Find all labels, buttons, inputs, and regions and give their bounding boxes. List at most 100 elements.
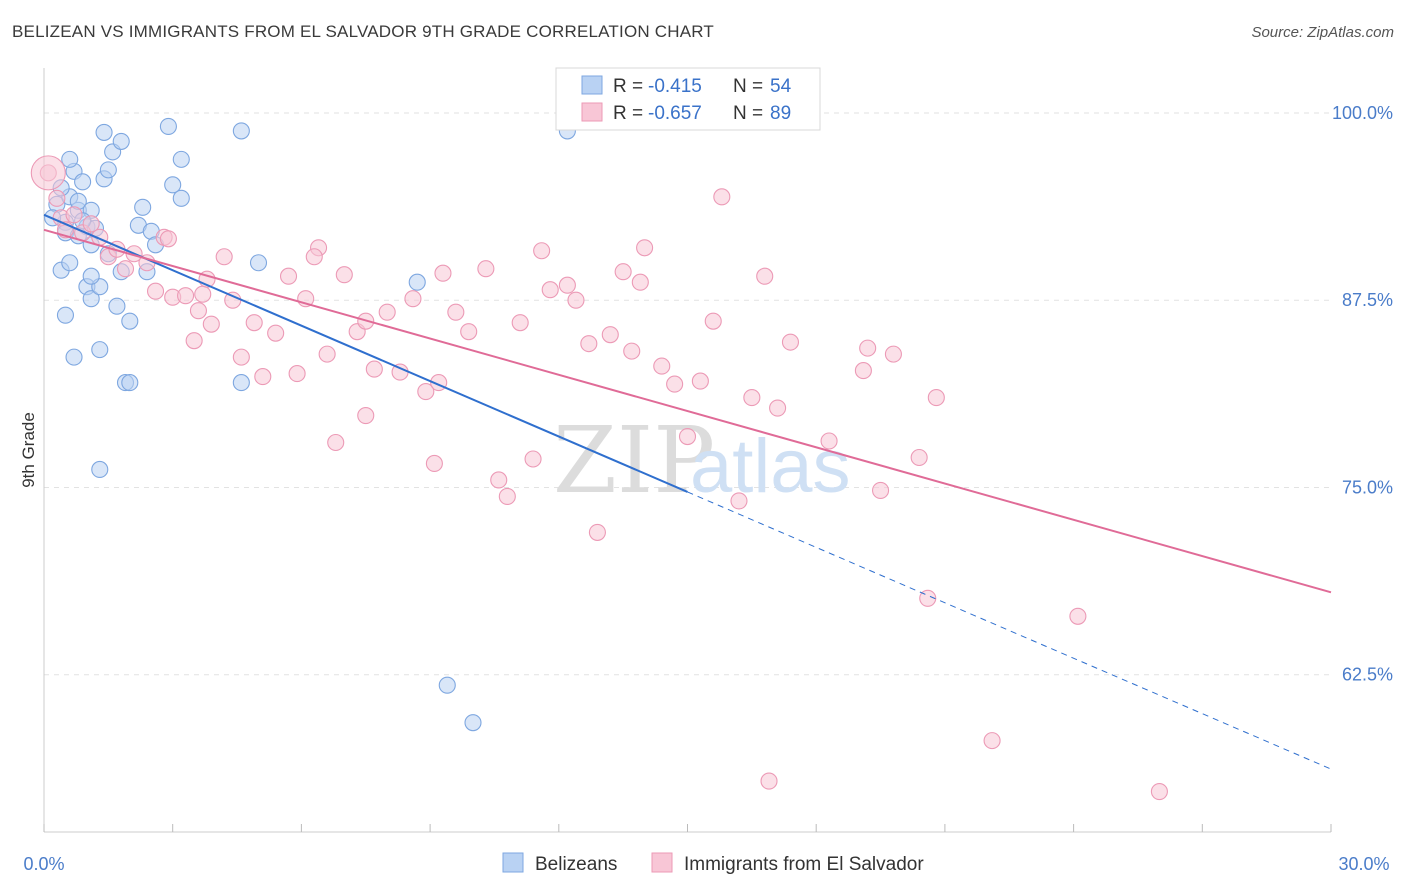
stats-r-value-2: -0.657 (648, 103, 702, 124)
el-salvador-point (588, 523, 606, 541)
el-salvador-point (245, 314, 263, 332)
el-salvador-point (636, 239, 654, 257)
el-salvador-point (541, 281, 559, 299)
x-axis-ticks (43, 824, 1332, 832)
belizean-point (61, 150, 79, 168)
el-salvador-point (919, 589, 937, 607)
belizean-point (249, 254, 268, 272)
el-salvador-point (580, 335, 598, 353)
el-salvador-point (116, 260, 135, 278)
belizean-point (65, 348, 83, 366)
belizean-point (232, 122, 250, 140)
watermark-zip: ZIP (553, 407, 715, 514)
el-salvador-point (1150, 783, 1168, 801)
legend-swatch-belizeans (502, 852, 524, 873)
y-tick-label: 87.5% (1342, 290, 1393, 310)
y-axis-tick-labels: 62.5% 75.0% 87.5% 100.0% (1332, 103, 1393, 685)
el-salvador-point (498, 487, 516, 505)
el-salvador-point (756, 267, 774, 285)
el-salvador-point (177, 287, 195, 305)
legend-swatch-el-salvador (651, 852, 673, 873)
el-salvador-point (215, 248, 233, 266)
y-tick-label: 62.5% (1342, 665, 1393, 685)
el-salvador-point (189, 302, 207, 320)
belizean-point (91, 341, 109, 359)
belizean-point (164, 176, 182, 194)
stats-n-value-1: 54 (770, 76, 792, 97)
el-salvador-point (404, 290, 422, 308)
belizean-point (82, 267, 100, 285)
belizean-point (438, 676, 456, 694)
source-note: Source: ZipAtlas.com (1251, 24, 1394, 41)
el-salvador-point (691, 372, 709, 390)
stats-r-label-2: R = (613, 103, 643, 124)
stats-n-label-2: N = (733, 103, 763, 124)
el-salvador-point (65, 206, 83, 224)
stats-r-value-1: -0.415 (648, 76, 702, 97)
el-salvador-point (743, 389, 761, 407)
el-salvador-point (477, 260, 495, 278)
stats-n-label-1: N = (733, 76, 763, 97)
belizean-point (56, 306, 74, 324)
stats-n-value-2: 89 (770, 103, 791, 124)
el-salvador-point (378, 303, 396, 321)
el-salvador-point (511, 314, 529, 332)
series-belizeans-points (44, 117, 576, 732)
el-salvador-point (601, 326, 619, 344)
el-salvador-point (730, 492, 748, 510)
series-legend: Belizeans Immigrants from El Salvador (502, 852, 924, 875)
el-salvador-point (910, 448, 928, 467)
stats-legend-swatch-pink (581, 102, 603, 122)
el-salvador-point-large (30, 155, 66, 191)
stats-legend: R = -0.415 N = 54 R = -0.657 N = 89 (555, 67, 821, 131)
belizean-point (74, 173, 92, 191)
el-salvador-point (194, 285, 212, 303)
el-salvador-point (417, 383, 435, 401)
el-salvador-point (623, 342, 641, 360)
el-salvador-point (820, 432, 838, 450)
belizean-point (159, 117, 177, 135)
el-salvador-point (202, 315, 220, 333)
el-salvador-point (82, 215, 100, 233)
el-salvador-point (185, 332, 203, 350)
el-salvador-point (288, 365, 306, 383)
el-salvador-point (769, 399, 787, 417)
belizean-point (172, 150, 190, 168)
el-salvador-point (1069, 607, 1087, 625)
belizean-point (112, 132, 130, 150)
el-salvador-point (678, 427, 697, 446)
el-salvador-point (666, 375, 684, 393)
belizean-point (134, 198, 152, 216)
belizean-point (121, 374, 139, 392)
el-salvador-point (713, 188, 731, 206)
el-salvador-point (884, 345, 902, 363)
belizean-point (61, 254, 79, 272)
series-el-salvador-points (30, 155, 1168, 801)
el-salvador-point (267, 324, 285, 342)
el-salvador-point (854, 362, 872, 380)
el-salvador-point (859, 339, 877, 357)
el-salvador-point (760, 772, 778, 790)
el-salvador-point (254, 368, 272, 386)
belizean-point (408, 273, 426, 291)
el-salvador-point (558, 276, 576, 294)
y-axis-title: 9th Grade (19, 412, 38, 488)
el-salvador-trend-line (43, 228, 1332, 594)
el-salvador-point (232, 348, 250, 366)
belizean-point (121, 312, 139, 330)
el-salvador-point (318, 345, 336, 363)
el-salvador-point (279, 267, 298, 285)
el-salvador-point (781, 333, 800, 351)
y-tick-label: 75.0% (1342, 477, 1393, 497)
el-salvador-point (434, 264, 452, 282)
belizean-point (108, 297, 126, 315)
el-salvador-point (533, 242, 551, 260)
el-salvador-point (48, 189, 66, 207)
el-salvador-point (460, 323, 478, 341)
belizean-point (82, 290, 100, 308)
el-salvador-point (357, 406, 375, 425)
legend-label-el-salvador: Immigrants from El Salvador (684, 854, 924, 875)
belizeans-trend-extension (687, 491, 1332, 770)
legend-label-belizeans: Belizeans (535, 854, 617, 875)
